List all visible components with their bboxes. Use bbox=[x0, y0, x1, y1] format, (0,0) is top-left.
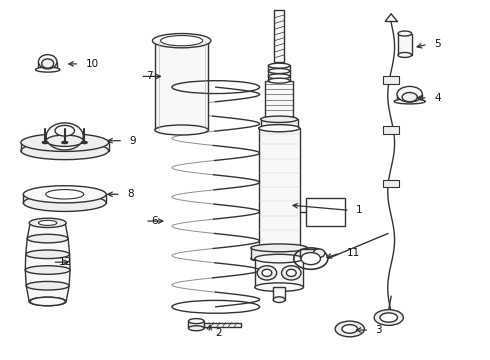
Bar bbox=[273, 287, 285, 300]
Text: 9: 9 bbox=[129, 136, 136, 146]
Polygon shape bbox=[26, 286, 69, 301]
Text: 11: 11 bbox=[346, 248, 360, 258]
Bar bbox=[255, 258, 303, 287]
Ellipse shape bbox=[29, 218, 66, 228]
Ellipse shape bbox=[301, 252, 320, 265]
Ellipse shape bbox=[262, 269, 272, 276]
Ellipse shape bbox=[46, 135, 83, 147]
Ellipse shape bbox=[62, 141, 68, 144]
Ellipse shape bbox=[287, 269, 296, 276]
Ellipse shape bbox=[152, 33, 211, 48]
Bar bbox=[383, 180, 399, 187]
Bar bbox=[155, 41, 208, 130]
Bar bbox=[251, 248, 307, 258]
Bar bbox=[397, 94, 422, 102]
Ellipse shape bbox=[402, 93, 417, 102]
Bar bbox=[189, 321, 204, 328]
Text: 3: 3 bbox=[375, 325, 382, 335]
Bar bbox=[269, 65, 290, 81]
Ellipse shape bbox=[42, 59, 54, 68]
Bar bbox=[261, 119, 297, 128]
Bar bbox=[383, 126, 399, 134]
Ellipse shape bbox=[26, 250, 70, 258]
Bar bbox=[299, 249, 319, 257]
Ellipse shape bbox=[313, 249, 325, 257]
Text: 4: 4 bbox=[434, 93, 441, 103]
Ellipse shape bbox=[380, 313, 397, 322]
Ellipse shape bbox=[261, 125, 297, 131]
Polygon shape bbox=[26, 239, 70, 254]
Ellipse shape bbox=[29, 297, 66, 306]
Ellipse shape bbox=[189, 326, 204, 331]
Ellipse shape bbox=[261, 116, 297, 122]
Text: 1: 1 bbox=[356, 205, 363, 215]
Bar bbox=[259, 128, 299, 248]
Bar bbox=[204, 323, 241, 327]
Text: 12: 12 bbox=[59, 257, 72, 267]
Ellipse shape bbox=[398, 53, 412, 58]
Polygon shape bbox=[27, 223, 68, 239]
Ellipse shape bbox=[81, 141, 87, 144]
Ellipse shape bbox=[46, 190, 84, 199]
Ellipse shape bbox=[255, 254, 303, 263]
Ellipse shape bbox=[38, 55, 57, 69]
Ellipse shape bbox=[35, 67, 60, 72]
Ellipse shape bbox=[269, 68, 290, 73]
Text: 6: 6 bbox=[151, 216, 158, 226]
Ellipse shape bbox=[189, 319, 204, 324]
Ellipse shape bbox=[155, 125, 208, 135]
Ellipse shape bbox=[394, 99, 425, 104]
Text: 8: 8 bbox=[127, 189, 134, 199]
Ellipse shape bbox=[55, 125, 74, 136]
Text: 5: 5 bbox=[434, 39, 441, 49]
Ellipse shape bbox=[24, 194, 106, 211]
Ellipse shape bbox=[161, 36, 203, 46]
Ellipse shape bbox=[46, 123, 83, 150]
Ellipse shape bbox=[342, 325, 358, 333]
Ellipse shape bbox=[374, 310, 403, 325]
Ellipse shape bbox=[26, 282, 69, 290]
Text: 2: 2 bbox=[215, 328, 221, 338]
Ellipse shape bbox=[257, 266, 277, 280]
Ellipse shape bbox=[398, 31, 412, 36]
Bar bbox=[38, 62, 57, 69]
Ellipse shape bbox=[335, 321, 365, 337]
Polygon shape bbox=[25, 270, 70, 286]
Ellipse shape bbox=[269, 78, 290, 83]
Ellipse shape bbox=[27, 234, 68, 243]
Ellipse shape bbox=[269, 74, 290, 79]
Ellipse shape bbox=[259, 125, 299, 132]
Ellipse shape bbox=[42, 141, 48, 144]
Ellipse shape bbox=[397, 86, 422, 102]
Text: 7: 7 bbox=[147, 71, 153, 81]
Ellipse shape bbox=[251, 244, 307, 252]
Bar bbox=[398, 33, 412, 55]
Ellipse shape bbox=[24, 186, 106, 203]
Ellipse shape bbox=[251, 255, 307, 262]
Ellipse shape bbox=[255, 283, 303, 292]
Ellipse shape bbox=[30, 297, 65, 306]
Ellipse shape bbox=[273, 297, 285, 302]
Bar bbox=[266, 81, 293, 119]
Bar bbox=[383, 76, 399, 84]
Ellipse shape bbox=[269, 63, 290, 68]
Polygon shape bbox=[25, 254, 70, 270]
Bar bbox=[274, 10, 284, 62]
Ellipse shape bbox=[21, 142, 109, 159]
Bar bbox=[306, 198, 345, 226]
Text: 10: 10 bbox=[86, 59, 99, 69]
Ellipse shape bbox=[21, 134, 109, 152]
Ellipse shape bbox=[282, 266, 301, 280]
Ellipse shape bbox=[25, 266, 70, 274]
Ellipse shape bbox=[38, 220, 57, 225]
